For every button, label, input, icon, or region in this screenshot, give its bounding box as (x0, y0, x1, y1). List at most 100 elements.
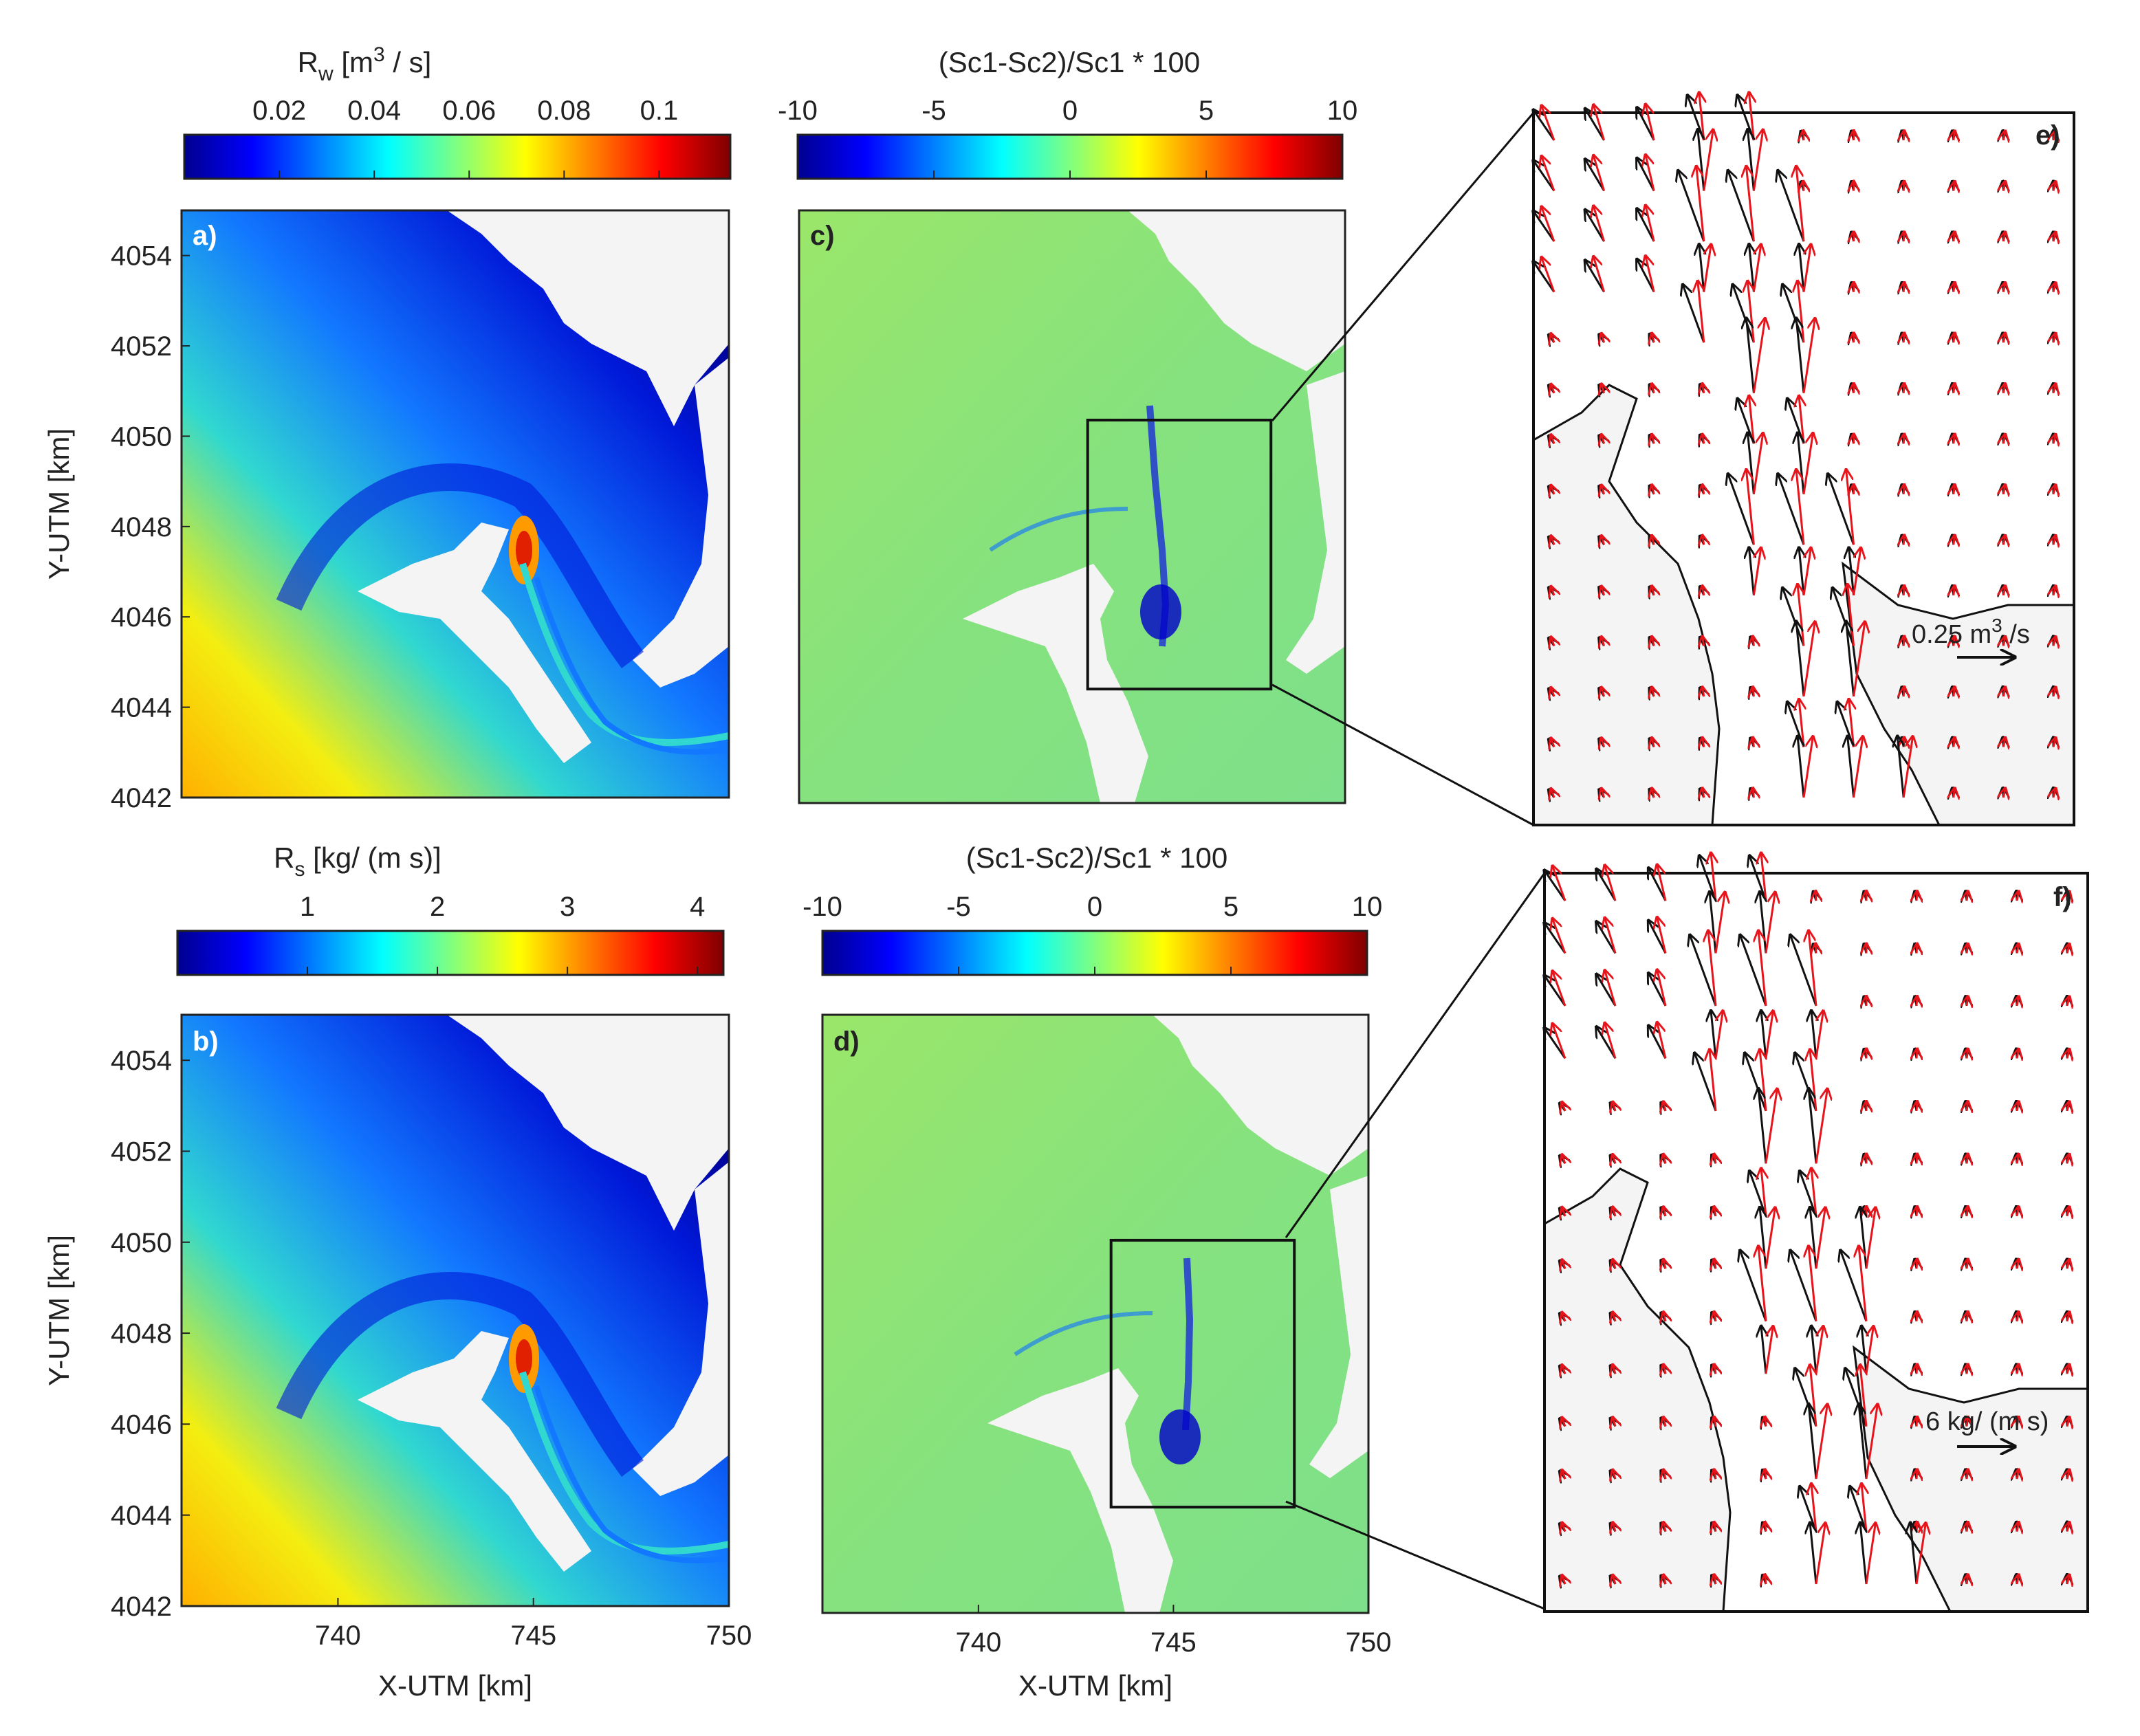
panel-e-vector (1803, 182, 1804, 191)
panel-e-vector (1848, 584, 1854, 646)
panel-e-vector (1637, 259, 1655, 293)
panel-e-vector (1803, 131, 1804, 140)
panel-f-vector (2067, 996, 2069, 1006)
panel-f-vector (1657, 969, 1667, 1007)
panel-e-vector (2003, 333, 2005, 342)
panel-e-vector (2053, 536, 2055, 545)
panel-f-vector (1967, 1259, 1968, 1268)
panel-e-vector (1782, 285, 1805, 343)
panel-e-vector (1652, 687, 1654, 696)
panel-e-vector (1702, 586, 1703, 595)
panel-f-vector (1967, 1364, 1968, 1374)
panel-e-vector (1652, 536, 1654, 545)
panel-f-vector (2067, 1470, 2069, 1480)
panel-f-vector (1663, 1574, 1666, 1584)
panel-e-vector (1602, 586, 1604, 595)
colorbar-diff-bottom-title: (Sc1-Sc2)/Sc1 * 100 (966, 842, 1228, 874)
panel-b-channel-dark (276, 1272, 644, 1477)
panel-e-vector (1752, 548, 1760, 596)
panel-e-vector (1652, 788, 1654, 798)
panel-e-vector (1702, 637, 1703, 646)
panel-f-vector (1613, 1312, 1615, 1321)
panel-e-vector (1954, 283, 1955, 292)
panel-e-vector (1749, 547, 1754, 595)
panel-e-vector (1903, 283, 1904, 292)
panel-e-vector (1533, 109, 1555, 141)
panel-f-vector (1967, 1312, 1968, 1321)
panel-e-vector (1646, 104, 1655, 141)
panel-e-vector (1954, 485, 1955, 494)
colorbar-diff-top-ticks: -10 -5 0 5 10 (778, 96, 1357, 179)
panel-f-vector (1710, 1049, 1716, 1111)
panel-e-vector (1802, 548, 1811, 596)
panel-f-vector (1663, 1154, 1666, 1164)
panel-f-vector (2017, 1154, 2019, 1164)
panel-f-vector (1760, 892, 1766, 954)
panel-e-vector (2003, 788, 2005, 798)
panel-e-vector (1747, 281, 1754, 343)
panel-f-vector (1790, 935, 1817, 1007)
panel-f-vectors (1544, 853, 2070, 1584)
colorbar-rs-tick-label: 2 (430, 892, 445, 922)
panel-f-vector (1562, 1470, 1565, 1479)
panel-f-vector (1760, 1207, 1766, 1269)
panel-e-vector (1798, 736, 1804, 798)
panel-f-vector (1613, 1470, 1615, 1479)
panel-f-vector (1815, 943, 1816, 953)
panel-f-vector (1865, 1326, 1873, 1374)
colorbar-diff-bottom: (Sc1-Sc2)/Sc1 * 100 -10 -5 0 5 10 (802, 842, 1383, 976)
panel-f-vector (1809, 1404, 1817, 1480)
panel-e-vector (1753, 636, 1754, 646)
panel-f-vector (1760, 1049, 1766, 1111)
panel-e-vector (2053, 738, 2055, 747)
panel-f-vector (2017, 1364, 2019, 1374)
panel-b-ytick-tick-label: 4042 (111, 1592, 172, 1622)
panel-f-vector (1605, 865, 1617, 901)
panel-a-land-north (447, 210, 729, 426)
colorbar-rs-tick-label: 3 (560, 892, 575, 922)
panel-b-land-east (633, 1162, 729, 1496)
panel-f-frame (1543, 872, 2089, 1613)
panel-f-vector (1761, 1326, 1766, 1374)
panel-a-ytick-tick-label: 4048 (111, 512, 172, 542)
colorbar-diff-bottom-tick-label: 5 (1223, 892, 1238, 922)
panel-f-vector (2017, 1049, 2019, 1059)
panel-f-vector (1815, 1089, 1827, 1164)
colorbar-rw-tick-label: 0.08 (537, 96, 591, 126)
colorbar-diff-bottom-tick-label: -5 (946, 892, 971, 922)
panel-e-vector (1602, 384, 1604, 393)
panel-e-vector (1798, 432, 1804, 494)
panel-e-vector (2053, 232, 2055, 242)
panel-e-vector (1733, 285, 1755, 343)
panel-e-vector (1954, 586, 1955, 595)
panel-f-vector (2067, 1049, 2069, 1059)
panel-e-vector (1678, 171, 1705, 242)
colorbar-rs-tick-label: 4 (690, 892, 705, 922)
panel-e-vector (1848, 736, 1854, 798)
panel-e-vector (1652, 485, 1654, 494)
panel-f-vector (1562, 1102, 1565, 1111)
panel-f-vector (1714, 1522, 1716, 1532)
panel-f-vector (1596, 921, 1617, 954)
panel-f-vector (1648, 921, 1667, 954)
panel-e-vector (1541, 156, 1555, 192)
panel-d-land-north (1153, 1015, 1368, 1176)
panel-f-vector (2017, 1207, 2019, 1216)
panel-e-vector (1753, 738, 1754, 747)
panel-e-vector (1798, 584, 1804, 646)
panel-e-vector (1802, 433, 1813, 494)
panel-c-low-spot (1140, 584, 1181, 639)
panel-e-vector (2053, 131, 2055, 140)
panel-e-vector (1903, 535, 1904, 545)
panel-e-vector (1551, 435, 1554, 443)
panel-f-vector (1815, 1207, 1825, 1269)
panel-f-vector (1544, 870, 1566, 901)
zoom-connector-d-top (1285, 872, 1546, 1238)
panel-e-vector (2003, 182, 2005, 191)
panel-f-vector (1810, 1049, 1816, 1111)
panel-f-vector (2017, 1101, 2019, 1111)
colorbar-diff-bottom-tick-label: 10 (1352, 892, 1383, 922)
panel-f-vector (1765, 1417, 1766, 1427)
panel-e-vector (1828, 474, 1855, 545)
panel-c-frame (798, 209, 1346, 804)
